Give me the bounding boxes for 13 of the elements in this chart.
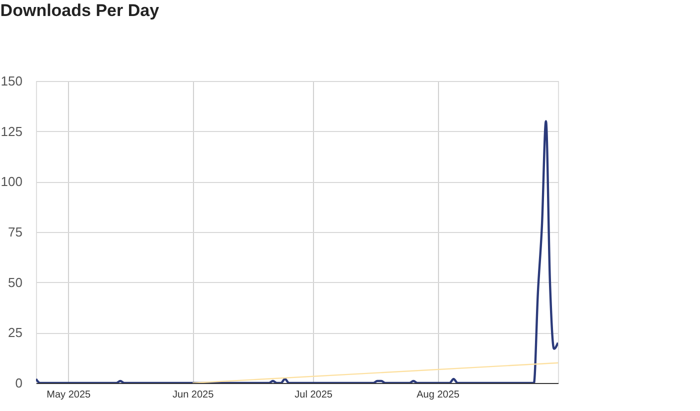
line-series <box>36 120 558 383</box>
x-tick-label: Jul 2025 <box>294 390 333 400</box>
y-tick-label: 125 <box>0 124 22 139</box>
chart-title: Downloads Per Day <box>0 1 160 20</box>
y-tick-label: 50 <box>8 274 22 290</box>
y-tick-label: 100 <box>0 174 22 190</box>
x-tick-label: May 2025 <box>46 390 92 400</box>
y-tick-label: 25 <box>8 325 22 340</box>
x-tick-label: Aug 2025 <box>416 390 460 400</box>
y-tick-label: 0 <box>15 376 22 390</box>
y-tick-label: 75 <box>8 224 22 240</box>
y-tick-label: 150 <box>0 74 22 88</box>
x-tick-label: Jun 2025 <box>172 390 214 400</box>
